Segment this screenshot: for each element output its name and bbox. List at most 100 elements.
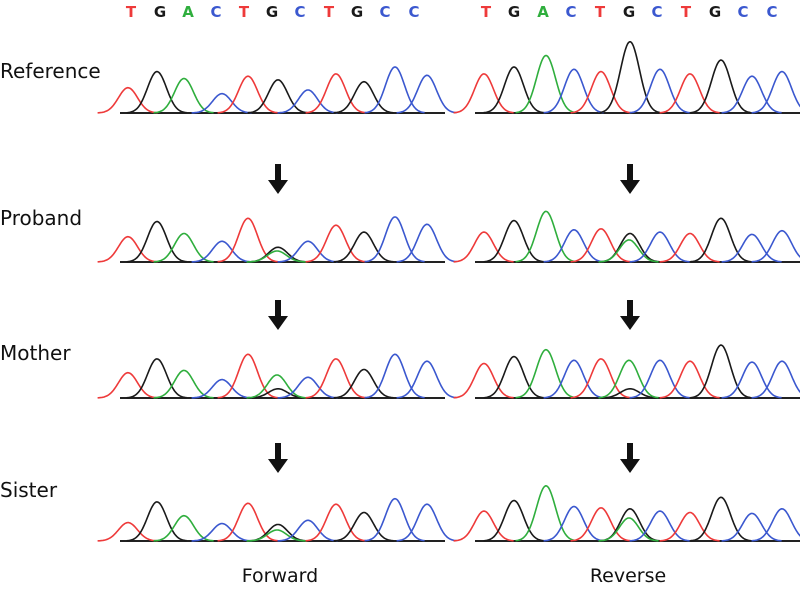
peak-T bbox=[659, 360, 720, 399]
peak-T bbox=[453, 231, 514, 263]
variant-arrows bbox=[268, 164, 640, 473]
peak-G bbox=[333, 368, 394, 399]
peak-C bbox=[543, 505, 604, 542]
trace-panel-sister-reverse bbox=[453, 485, 800, 542]
row-label-mother: Mother bbox=[0, 341, 71, 365]
peak-G bbox=[690, 217, 751, 263]
peak-C bbox=[191, 240, 252, 263]
base-letter: T bbox=[324, 3, 335, 21]
trace-panel-mother-forward bbox=[97, 353, 457, 399]
peak-C bbox=[543, 68, 604, 114]
peak-G bbox=[247, 388, 308, 399]
peak-C bbox=[721, 233, 782, 263]
peak-T bbox=[659, 232, 720, 263]
peak-T bbox=[217, 75, 278, 114]
direction-label-reverse: Reverse bbox=[590, 565, 666, 585]
base-letter: G bbox=[508, 3, 520, 21]
peak-T bbox=[305, 224, 366, 263]
peak-A bbox=[515, 210, 576, 263]
peak-C bbox=[721, 361, 782, 399]
row-label-reference: Reference bbox=[0, 59, 101, 83]
peak-C bbox=[396, 223, 457, 263]
base-letter: T bbox=[481, 3, 492, 21]
peak-secondary-A bbox=[246, 250, 307, 263]
peak-C bbox=[543, 229, 604, 263]
peak-T bbox=[97, 521, 158, 542]
base-letter: C bbox=[737, 3, 748, 21]
peak-C bbox=[721, 512, 782, 542]
peak-T bbox=[659, 73, 720, 114]
base-letter: G bbox=[623, 3, 635, 21]
peak-secondary-A bbox=[598, 239, 659, 263]
sample-labels: Reference Proband Mother Sister bbox=[0, 59, 101, 502]
peak-G bbox=[126, 358, 187, 399]
base-letter: C bbox=[294, 3, 305, 21]
variant-arrow bbox=[620, 443, 640, 473]
peak-G bbox=[333, 80, 394, 114]
peak-T bbox=[453, 73, 514, 114]
peak-secondary-A bbox=[598, 517, 659, 542]
peak-G bbox=[247, 79, 308, 114]
peak-T bbox=[217, 217, 278, 263]
variant-arrow bbox=[620, 164, 640, 194]
peak-G bbox=[690, 496, 751, 542]
peak-G bbox=[599, 41, 660, 114]
peak-G bbox=[333, 511, 394, 542]
base-letter: T bbox=[595, 3, 606, 21]
peak-T bbox=[217, 502, 278, 542]
peak-C bbox=[751, 508, 800, 542]
trace-panel-sister-forward bbox=[97, 497, 457, 542]
variant-arrow bbox=[620, 300, 640, 330]
peak-C bbox=[364, 216, 425, 263]
peak-G bbox=[483, 66, 544, 114]
peak-G bbox=[483, 355, 544, 399]
peak-C bbox=[543, 359, 604, 399]
base-letter: C bbox=[210, 3, 221, 21]
peak-C bbox=[751, 360, 800, 399]
peak-A bbox=[515, 348, 576, 399]
peak-T bbox=[97, 371, 158, 399]
peak-G bbox=[333, 231, 394, 263]
peak-T bbox=[305, 73, 366, 114]
peak-G bbox=[483, 499, 544, 542]
base-letter: C bbox=[651, 3, 662, 21]
trace-panel-proband-forward bbox=[97, 216, 457, 263]
peak-C bbox=[721, 75, 782, 114]
base-letter: C bbox=[379, 3, 390, 21]
peak-secondary-A bbox=[598, 359, 659, 399]
peak-T bbox=[305, 358, 366, 399]
peak-C bbox=[364, 66, 425, 114]
peak-T bbox=[453, 510, 514, 542]
trace-panel-reference-forward bbox=[97, 66, 457, 114]
peak-C bbox=[751, 70, 800, 114]
base-letter: G bbox=[709, 3, 721, 21]
base-letter: T bbox=[239, 3, 250, 21]
peak-C bbox=[396, 360, 457, 399]
peak-G bbox=[483, 219, 544, 263]
peak-C bbox=[751, 229, 800, 263]
peak-G bbox=[599, 388, 660, 399]
peak-C bbox=[629, 510, 690, 542]
peak-T bbox=[570, 228, 631, 263]
peak-C bbox=[277, 519, 338, 542]
peak-A bbox=[153, 77, 214, 114]
peak-T bbox=[305, 503, 366, 542]
peak-C bbox=[629, 359, 690, 399]
peak-T bbox=[659, 511, 720, 542]
trace-panel-proband-reverse bbox=[453, 210, 800, 263]
row-label-proband: Proband bbox=[0, 206, 82, 230]
trace-panel-mother-reverse bbox=[453, 344, 800, 399]
peak-C bbox=[364, 497, 425, 542]
peak-T bbox=[97, 235, 158, 263]
variant-arrow bbox=[268, 443, 288, 473]
peak-C bbox=[277, 376, 338, 399]
peak-C bbox=[629, 231, 690, 263]
direction-label-forward: Forward bbox=[242, 565, 318, 585]
peak-G bbox=[599, 508, 660, 542]
base-letter: A bbox=[537, 3, 549, 21]
base-letter: T bbox=[681, 3, 692, 21]
base-letter: G bbox=[154, 3, 166, 21]
